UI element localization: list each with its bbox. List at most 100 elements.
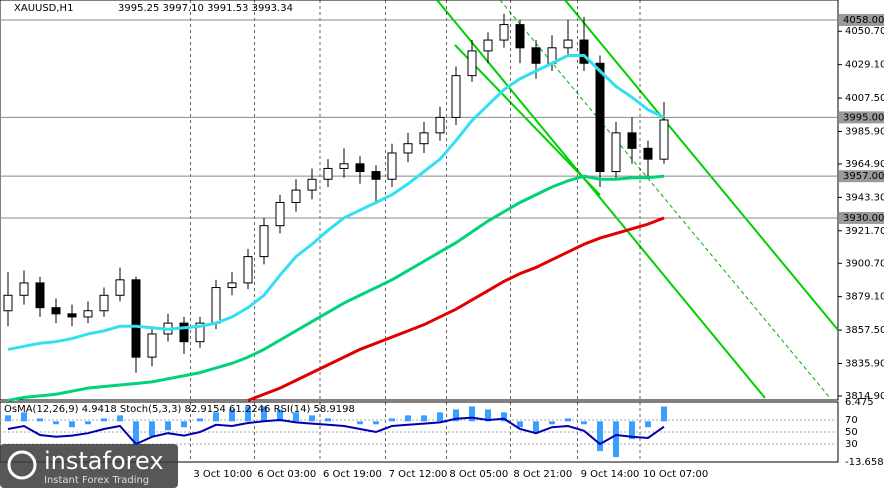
- osma-bar: [421, 415, 427, 422]
- candle-body: [643, 147, 653, 160]
- candle-body: [307, 178, 317, 191]
- main-frame: [0, 0, 839, 401]
- candle-body: [19, 282, 29, 296]
- osma-bar: [309, 415, 315, 422]
- candle-body: [579, 39, 589, 64]
- y-tick-label: 4007.50: [845, 93, 884, 104]
- x-tick-label: 9 Oct 14:00: [581, 469, 640, 480]
- candle-body: [531, 47, 541, 64]
- osma-bar: [437, 412, 443, 422]
- level-box: [839, 170, 884, 183]
- candle-body: [3, 294, 13, 312]
- osma-bar: [21, 412, 27, 422]
- osma-bar: [133, 421, 139, 446]
- level-label: 3957.00: [843, 171, 884, 182]
- logo-icon: [7, 450, 37, 480]
- candle-body: [275, 201, 285, 227]
- candle-body: [355, 163, 365, 173]
- level-box: [839, 111, 884, 124]
- osma-bar: [277, 409, 283, 422]
- candle-body: [323, 167, 333, 180]
- osma-bar: [533, 421, 539, 434]
- osma-bar: [5, 415, 11, 422]
- candle-body: [291, 189, 301, 203]
- osma-bar: [117, 415, 123, 422]
- candle-body: [595, 62, 605, 173]
- osma-bar: [661, 406, 667, 422]
- y-tick-label: 3857.50: [845, 325, 884, 336]
- osma-bar: [373, 421, 379, 425]
- level-box: [839, 211, 884, 224]
- x-tick-label: 8 Oct 05:00: [449, 469, 508, 480]
- ind-tick-label: -13.6581: [845, 457, 884, 468]
- osma-bar: [181, 421, 187, 428]
- channel-line: [564, 0, 839, 331]
- channel: [436, 0, 839, 399]
- rsi-line: [7, 416, 665, 446]
- candle-body: [611, 132, 621, 173]
- candle-body: [131, 279, 141, 358]
- indicator-label: OsMA(12,26,9) 4.9418 Stoch(5,3,3) 82.915…: [4, 404, 355, 415]
- y-tick-label: 3921.70: [845, 226, 884, 237]
- osma-bar: [549, 421, 555, 425]
- moving-average: [7, 174, 665, 402]
- y-tick-label: 4050.70: [845, 26, 884, 37]
- osma-bar: [261, 406, 267, 422]
- osma-bar: [581, 421, 587, 425]
- candle-body: [211, 287, 221, 324]
- y-tick-label: 4029.10: [845, 60, 884, 71]
- x-tick-label: 3 Oct 10:00: [193, 469, 252, 480]
- osma-bar: [357, 421, 363, 425]
- y-tick-label: 3879.10: [845, 292, 884, 303]
- candle-body: [339, 163, 349, 169]
- osma-bar: [629, 421, 635, 440]
- candle-body: [67, 313, 77, 318]
- candle-body: [419, 132, 429, 145]
- candle-body: [35, 282, 45, 309]
- osma-bar: [165, 421, 171, 431]
- osma-bar: [565, 418, 571, 422]
- osma-bar: [37, 418, 43, 422]
- rsi-tick-label: 30: [845, 439, 858, 450]
- candle-body: [83, 310, 93, 318]
- candle-body: [387, 152, 397, 180]
- osma-bar: [85, 421, 91, 425]
- level-box: [839, 13, 884, 26]
- level-label: 4058.00: [843, 15, 884, 26]
- candle-body: [51, 307, 61, 315]
- symbol: XAUUSD,H1: [14, 3, 73, 14]
- osma-bar: [597, 421, 603, 452]
- osma-bar: [149, 421, 155, 437]
- osma-bar: [229, 409, 235, 422]
- y-tick-label: 3985.90: [845, 126, 884, 137]
- channel-line: [454, 44, 601, 196]
- ind-tick-label: 6.475: [845, 397, 874, 408]
- x-tick-label: 7 Oct 12:00: [389, 469, 448, 480]
- candle-body: [451, 75, 461, 118]
- osma-bar: [613, 421, 619, 458]
- candle-body: [403, 143, 413, 154]
- osma-bar: [389, 418, 395, 422]
- osma-bar: [469, 406, 475, 422]
- logo: instaforex: [44, 447, 164, 475]
- x-tick-label: 8 Oct 21:00: [513, 469, 572, 480]
- candle-body: [515, 24, 525, 49]
- logo-sub: Instant Forex Trading: [44, 475, 149, 486]
- candle-body: [259, 225, 269, 258]
- trend-line: [499, 0, 831, 399]
- candle-body: [499, 24, 509, 41]
- osma-bar: [453, 409, 459, 422]
- candle-body: [243, 256, 253, 284]
- candle-body: [483, 39, 493, 52]
- osma-bar: [213, 412, 219, 422]
- y-tick-label: 3964.90: [845, 159, 884, 170]
- osma-bar: [245, 406, 251, 422]
- candle-body: [371, 171, 381, 180]
- candle-body: [115, 279, 125, 296]
- candle-body: [195, 322, 205, 343]
- moving-average: [247, 216, 665, 402]
- y-tick-label: 3943.30: [845, 192, 884, 203]
- osma-bar: [405, 415, 411, 422]
